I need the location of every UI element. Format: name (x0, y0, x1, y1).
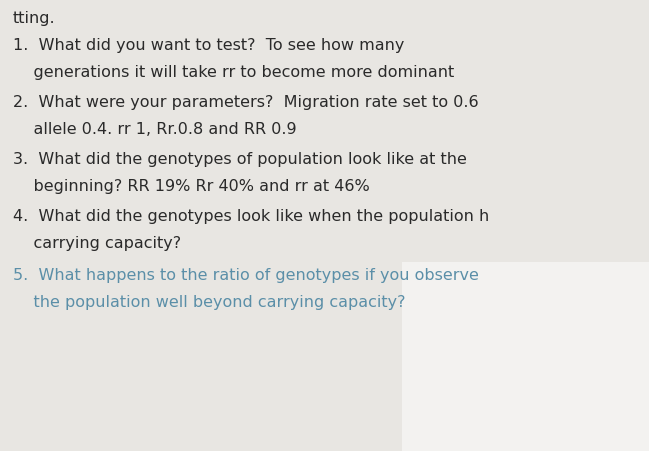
Text: 4.  What did the genotypes look like when the population h: 4. What did the genotypes look like when… (13, 209, 489, 224)
Text: beginning? RR 19% Rr 40% and rr at 46%: beginning? RR 19% Rr 40% and rr at 46% (13, 179, 370, 194)
Text: carrying capacity?: carrying capacity? (13, 236, 181, 251)
Text: 2.  What were your parameters?  Migration rate set to 0.6: 2. What were your parameters? Migration … (13, 95, 478, 110)
Text: tting.: tting. (13, 11, 56, 26)
Text: 3.  What did the genotypes of population look like at the: 3. What did the genotypes of population … (13, 152, 467, 167)
Text: 5.  What happens to the ratio of genotypes if you observe: 5. What happens to the ratio of genotype… (13, 268, 479, 283)
Text: allele 0.4. rr 1, Rr.0.8 and RR 0.9: allele 0.4. rr 1, Rr.0.8 and RR 0.9 (13, 122, 297, 137)
Text: generations it will take rr to become more dominant: generations it will take rr to become mo… (13, 65, 454, 80)
Text: the population well beyond carrying capacity?: the population well beyond carrying capa… (13, 295, 406, 310)
Bar (402, 262, 649, 451)
Text: 1.  What did you want to test?  To see how many: 1. What did you want to test? To see how… (13, 38, 404, 53)
